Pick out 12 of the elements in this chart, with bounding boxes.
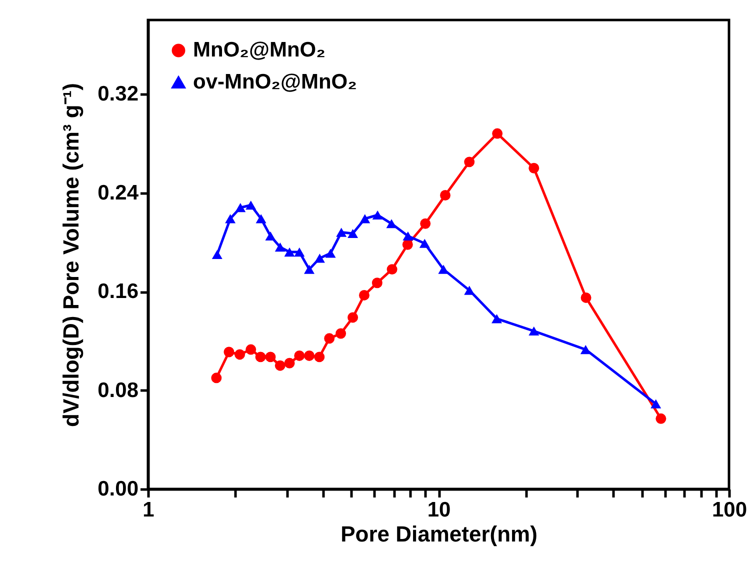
legend-label: MnO₂@MnO₂ <box>193 38 326 62</box>
y-tick-label: 0.08 <box>98 378 139 402</box>
x-tick-label: 100 <box>712 498 748 522</box>
x-tick-label: 1 <box>142 498 155 522</box>
x-axis-title: Pore Diameter(nm) <box>340 522 538 546</box>
y-axis-title: dV/dlog(D) Pore Volume (cm³ g⁻¹) <box>58 83 84 427</box>
y-tick-label: 0.16 <box>98 280 138 304</box>
y-tick-label: 0.00 <box>98 478 138 500</box>
y-tick-label: 0.32 <box>98 82 138 106</box>
legend-label: ov-MnO₂@MnO₂ <box>193 70 357 94</box>
y-tick-label: 0.24 <box>98 181 139 204</box>
x-tick-label: 10 <box>427 498 451 522</box>
